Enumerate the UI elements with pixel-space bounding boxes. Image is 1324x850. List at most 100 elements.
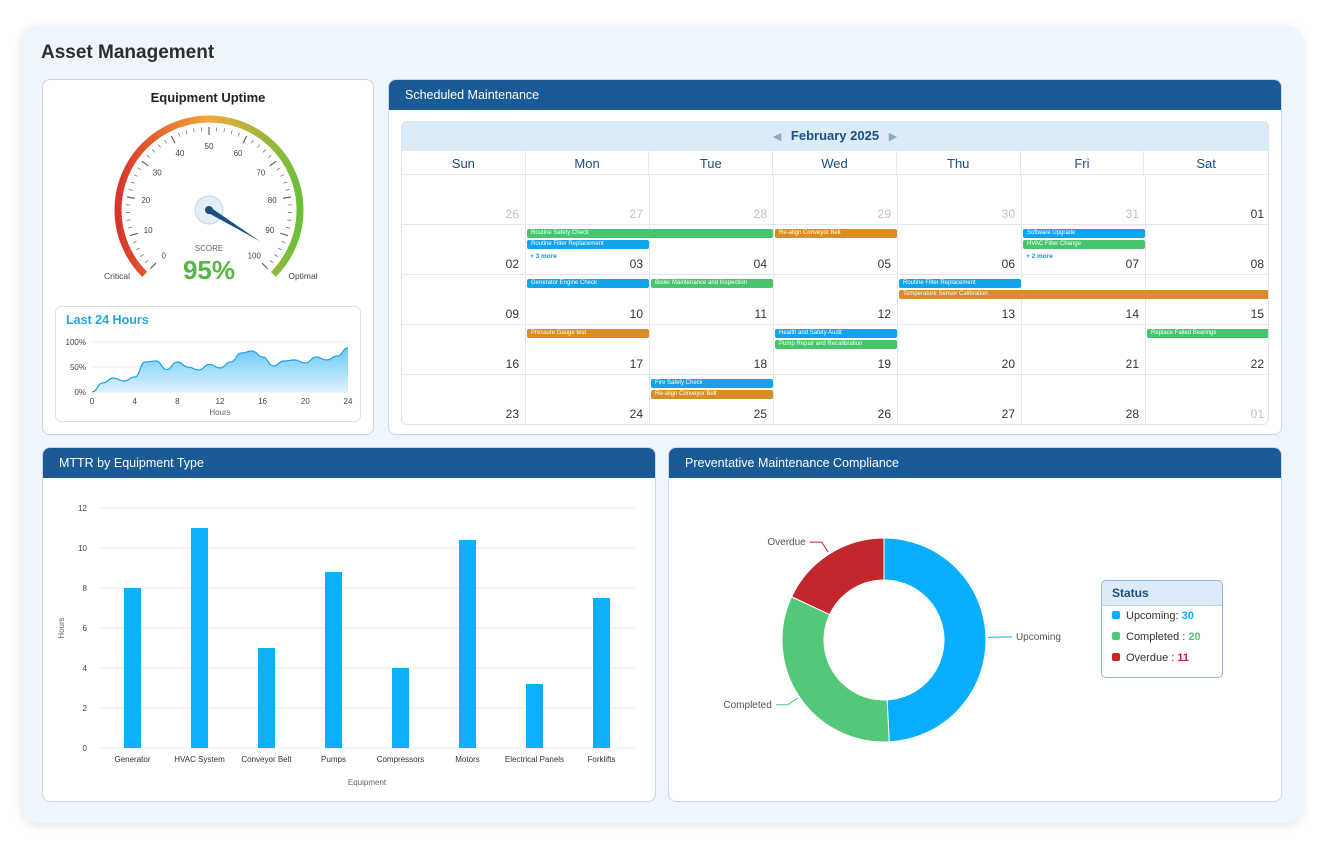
page-title: Asset Management	[41, 42, 215, 63]
calendar-day[interactable]: 10	[526, 275, 650, 325]
legend-label: Overdue :	[1126, 652, 1178, 664]
y-tick-label: 12	[78, 504, 87, 513]
calendar-event[interactable]: Re-align Conveyor Belt	[775, 229, 897, 238]
calendar-day[interactable]: 25	[650, 375, 774, 424]
slice-label: Overdue	[767, 537, 806, 548]
last-24-hours-panel: Last 24 Hours 100% 50% 0% 0 4 8 12 16 20 24 Hours	[55, 306, 361, 422]
calendar-day[interactable]: 14	[1022, 275, 1146, 325]
gauge-tick	[137, 167, 142, 171]
calendar-day[interactable]: 08	[1146, 225, 1268, 275]
day-number: 28	[1125, 407, 1139, 421]
calendar-event[interactable]: Pump Repair and Recalibration	[775, 340, 897, 349]
calendar-day[interactable]: 13	[898, 275, 1022, 325]
x-tick-label: Pumps	[321, 755, 346, 764]
gauge-tick-label: 50	[205, 142, 214, 151]
calendar-day[interactable]: 30	[898, 175, 1022, 225]
gauge-tick	[287, 219, 292, 221]
bar	[593, 598, 610, 748]
calendar-day[interactable]: 01	[1146, 175, 1268, 225]
gauge-tick-label: 30	[153, 168, 162, 177]
calendar-weekdays: Sun Mon Tue Wed Thu Fri Sat	[402, 150, 1268, 176]
calendar-day[interactable]: 15	[1146, 275, 1268, 325]
uptime-line	[91, 347, 349, 393]
calendar-event[interactable]: Routine Filter Replacement	[527, 240, 649, 249]
gauge-tick	[269, 160, 277, 167]
calendar-day[interactable]: 26	[402, 175, 526, 225]
calendar-day[interactable]: 17	[526, 325, 650, 375]
x-axis-label: Equipment	[348, 778, 387, 787]
calendar-day[interactable]: 23	[402, 375, 526, 424]
calendar-day[interactable]: 31	[1022, 175, 1146, 225]
day-number: 17	[629, 357, 643, 371]
calendar-day[interactable]: 26	[774, 375, 898, 424]
x-tick-label: Motors	[455, 755, 479, 764]
x-tick-label: Electrical Panels	[505, 755, 564, 764]
calendar-event[interactable]: Pressure Gauge test	[527, 329, 649, 338]
gauge-tick	[193, 128, 195, 133]
calendar-day[interactable]: 06	[898, 225, 1022, 275]
gauge-tick	[261, 262, 269, 270]
calendar-event[interactable]: Health and Safety Audit	[775, 329, 897, 338]
day-number: 19	[877, 357, 891, 371]
day-number: 06	[1001, 257, 1015, 271]
calendar-day[interactable]: 27	[898, 375, 1022, 424]
day-number: 29	[877, 207, 891, 221]
day-number: 08	[1250, 257, 1264, 271]
calendar-event[interactable]: HVAC Filter Change	[1023, 240, 1145, 249]
calendar-day[interactable]: 22	[1146, 325, 1268, 375]
calendar-event[interactable]: Replace Failed Bearings	[1147, 329, 1268, 338]
gauge-tick	[144, 260, 149, 264]
calendar-day[interactable]: 24	[526, 375, 650, 424]
calendar-day[interactable]: 09	[402, 275, 526, 325]
calendar-day[interactable]: 28	[650, 175, 774, 225]
calendar-day[interactable]: 01	[1146, 375, 1268, 424]
gauge-tick	[132, 241, 137, 244]
gauge-needle-cap	[205, 206, 213, 214]
gauge-tick	[185, 130, 188, 135]
calendar-day[interactable]: 02	[402, 225, 526, 275]
calendar-day[interactable]: 04	[650, 225, 774, 275]
calendar-event[interactable]: Routine Safety Check	[527, 229, 773, 238]
more-events-link[interactable]: + 2 more	[1026, 253, 1053, 260]
prev-month-icon[interactable]: ◀	[772, 131, 782, 143]
day-number: 27	[629, 207, 643, 221]
equipment-uptime-card: 0 10 20 30 40 50 60 70 80 90 100 SCORE 95% Critical Op…	[42, 79, 374, 435]
calendar-day[interactable]: 21	[1022, 325, 1146, 375]
y-tick-label: 0	[83, 744, 88, 753]
calendar-event[interactable]: Fire Safety Check	[651, 379, 773, 388]
calendar-event[interactable]: Software Upgrade	[1023, 229, 1145, 238]
day-number: 18	[753, 357, 767, 371]
x-tick-label: 20	[301, 397, 310, 406]
calendar-day[interactable]: 12	[774, 275, 898, 325]
calendar-event[interactable]: Temperature Sensor Calibration	[899, 290, 1268, 299]
calendar-day[interactable]: 27	[526, 175, 650, 225]
calendar-event[interactable]: Boiler Maintenance and Inspection	[651, 279, 773, 288]
calendar-event[interactable]: Routine Filter Replacement	[899, 279, 1021, 288]
calendar-day[interactable]: 19	[774, 325, 898, 375]
calendar-day[interactable]: 29	[774, 175, 898, 225]
slice-label: Upcoming	[1016, 632, 1061, 643]
calendar-event[interactable]: Re-align Conveyor Belt	[651, 390, 773, 399]
legend-item: Overdue : 11	[1102, 648, 1222, 669]
last-24-hours-title: Last 24 Hours	[66, 313, 149, 327]
gauge-tick	[286, 226, 291, 229]
calendar-day[interactable]: 11	[650, 275, 774, 325]
calendar-day[interactable]: 18	[650, 325, 774, 375]
more-events-link[interactable]: + 3 more	[530, 253, 557, 260]
day-number: 12	[877, 307, 891, 321]
day-number: 26	[877, 407, 891, 421]
calendar-day[interactable]: 07	[1022, 225, 1146, 275]
weekday-sat: Sat	[1196, 156, 1216, 171]
calendar-day[interactable]: 03	[526, 225, 650, 275]
calendar-day[interactable]: 20	[898, 325, 1022, 375]
bar	[191, 528, 208, 748]
day-number: 27	[1001, 407, 1015, 421]
x-tick-label: 12	[216, 397, 225, 406]
next-month-icon[interactable]: ▶	[888, 131, 898, 143]
day-number: 25	[753, 407, 767, 421]
gauge-tick	[170, 135, 176, 144]
calendar-day[interactable]: 28	[1022, 375, 1146, 424]
calendar-day[interactable]: 05	[774, 225, 898, 275]
calendar-day[interactable]: 16	[402, 325, 526, 375]
calendar-event[interactable]: Generator Engine Check	[527, 279, 649, 288]
